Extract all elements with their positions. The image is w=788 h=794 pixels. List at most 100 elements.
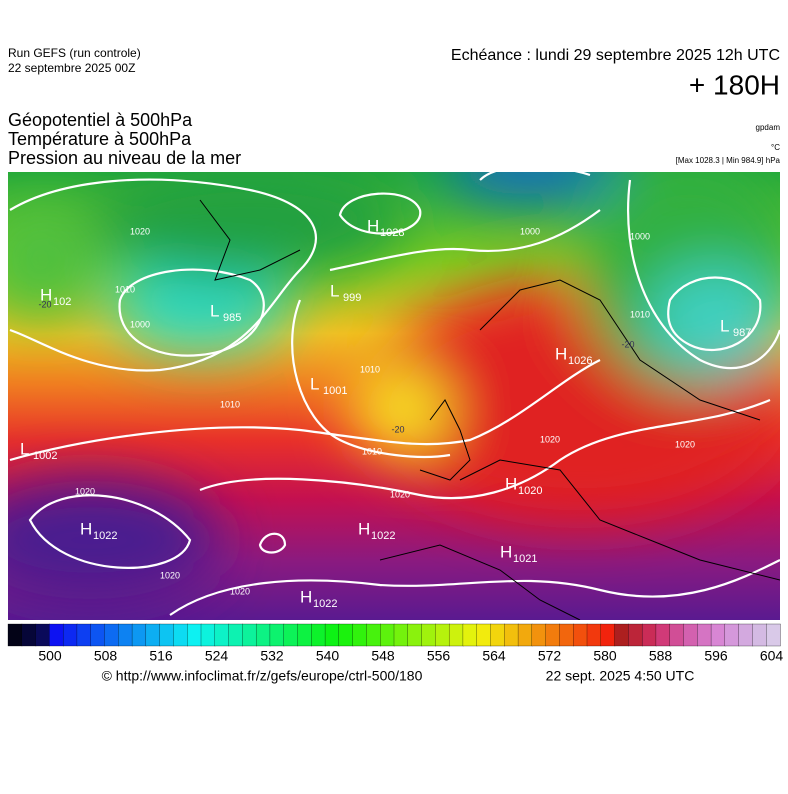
colorbar-swatch — [255, 623, 271, 647]
center-value: 102 — [53, 296, 71, 308]
colorbar-swatch — [559, 623, 574, 647]
center-value: 1028 — [380, 227, 404, 239]
center-type: H — [80, 519, 92, 538]
colorbar-swatch — [655, 623, 671, 647]
center-type: L — [310, 374, 319, 393]
field: Pression au niveau de la mer — [8, 148, 241, 168]
center-value: 1002 — [33, 450, 57, 462]
colorbar-tick-label: 516 — [149, 648, 173, 664]
run-date: 22 septembre 2025 00Z — [8, 61, 135, 75]
center-type: L — [20, 439, 29, 458]
center-value: 1026 — [568, 355, 592, 367]
colorbar: 500 508 516 524 532 540 548 556 564 572 580 588 596 6… — [7, 623, 783, 664]
contour-label: 1000 — [130, 319, 150, 329]
contour-label: 1010 — [115, 284, 135, 294]
colorbar-tick-label: 500 — [38, 648, 62, 664]
colorbar-swatch — [131, 623, 147, 647]
colorbar-tick-label: 588 — [649, 648, 673, 664]
colorbar-tick-label: 508 — [94, 648, 118, 664]
colorbar-swatch — [200, 623, 216, 647]
footer-time: 22 sept. 2025 4:50 UTC — [546, 668, 695, 684]
colorbar-swatch — [324, 623, 340, 647]
center-type: H — [358, 519, 370, 538]
temperature-label: -20 — [38, 299, 51, 309]
field: Géopotentiel à 500hPa — [8, 110, 193, 130]
center-type: H — [500, 542, 512, 561]
colorbar-swatch — [669, 623, 685, 647]
colorbar-swatch — [517, 623, 533, 647]
colorbar-swatch — [738, 623, 754, 647]
field: Température à 500hPa — [8, 129, 192, 149]
colorbar-swatch — [490, 623, 505, 647]
temperature-label: -20 — [621, 339, 634, 349]
colorbar-swatch — [641, 623, 657, 647]
colorbar-swatch — [269, 623, 285, 647]
colorbar-swatch — [531, 623, 547, 647]
center-value: 999 — [343, 292, 361, 304]
colorbar-swatch — [338, 623, 354, 647]
colorbar-tick-label: 596 — [704, 648, 728, 664]
contour-label: 1020 — [675, 439, 695, 449]
colorbar-swatch — [697, 623, 712, 647]
center-type: H — [555, 344, 567, 363]
colorbar-swatch — [7, 623, 23, 647]
contour-label: 1000 — [520, 226, 540, 236]
run: Run GEFS (run controle) — [8, 46, 141, 60]
colorbar-swatch — [614, 623, 630, 647]
contour-label: 1010 — [220, 399, 240, 409]
colorbar-swatch — [242, 623, 257, 647]
unit: gpdam — [756, 123, 781, 132]
colorbar-swatch — [228, 623, 244, 647]
colorbar-tick-label: 540 — [316, 648, 340, 664]
center-type: L — [210, 301, 219, 320]
echeance: Echéance : lundi 29 septembre 2025 12h U… — [451, 47, 780, 64]
colorbar-tick-label: 564 — [482, 648, 506, 664]
colorbar-swatch — [407, 623, 423, 647]
center-value: 1022 — [93, 530, 117, 542]
center-type: L — [330, 281, 339, 300]
lead-time: + 180H — [689, 69, 780, 100]
colorbar-swatch — [766, 623, 781, 647]
colorbar-swatch — [62, 623, 78, 647]
colorbar-swatch — [448, 623, 464, 647]
center-type: H — [300, 587, 312, 606]
colorbar-tick-label: 580 — [593, 648, 617, 664]
colorbar-swatch — [380, 623, 395, 647]
contour-label: 1020 — [130, 226, 150, 236]
center-type: H — [367, 216, 379, 235]
center-value: 985 — [223, 312, 241, 324]
colorbar-swatch — [297, 623, 312, 647]
temperature-label: -20 — [391, 424, 404, 434]
colorbar-swatch — [187, 623, 202, 647]
contour-label: 1020 — [390, 489, 410, 499]
colorbar-swatch — [118, 623, 133, 647]
colorbar-swatch — [145, 623, 161, 647]
colorbar-swatch — [435, 623, 450, 647]
map — [8, 172, 780, 620]
contour-label: 1010 — [630, 309, 650, 319]
contour-label: 1020 — [160, 570, 180, 580]
unit: [Max 1028.3 | Min 984.9] hPa — [676, 156, 781, 165]
colorbar-tick-label: 524 — [205, 648, 229, 664]
colorbar-swatch — [366, 623, 381, 647]
center-type: L — [720, 316, 729, 335]
colorbar-swatch — [710, 623, 726, 647]
colorbar-swatch — [283, 623, 299, 647]
colorbar-swatch — [35, 623, 51, 647]
colorbar-swatch — [724, 623, 740, 647]
colorbar-swatch — [159, 623, 175, 647]
footer-url: © http://www.infoclimat.fr/z/gefs/europe… — [102, 668, 423, 684]
colorbar-tick-label: 556 — [427, 648, 451, 664]
colorbar-swatch — [104, 623, 119, 647]
center-value: 1022 — [313, 598, 337, 610]
colorbar-swatch — [90, 623, 106, 647]
contour-label: 1020 — [540, 434, 560, 444]
colorbar-swatch — [476, 623, 492, 647]
center-value: 1021 — [513, 553, 537, 565]
contour-label: 1010 — [360, 364, 380, 374]
colorbar-swatch — [352, 623, 368, 647]
colorbar-swatch — [214, 623, 230, 647]
colorbar-swatch — [21, 623, 37, 647]
colorbar-swatch — [752, 623, 767, 647]
